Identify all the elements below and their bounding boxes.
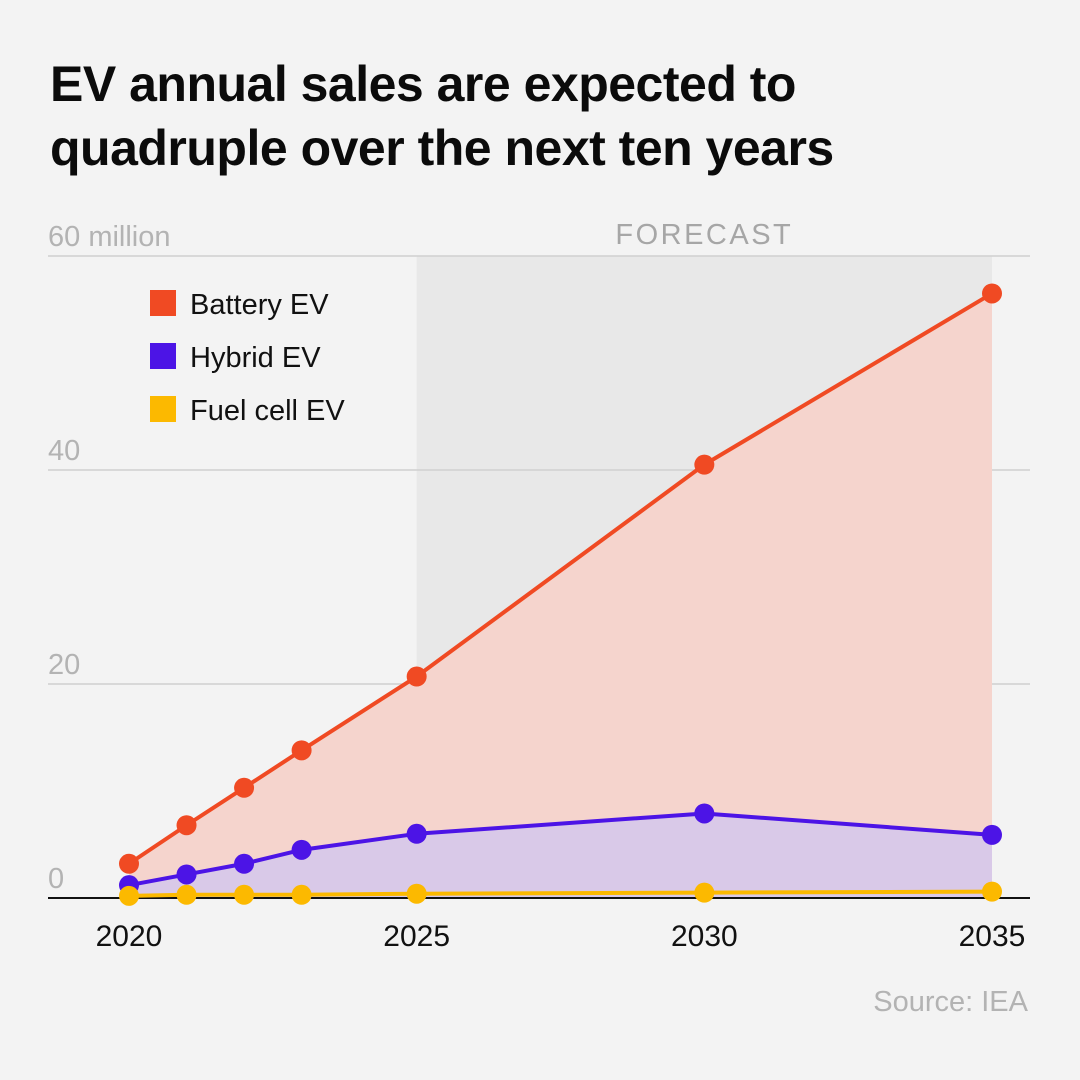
data-point	[406, 823, 427, 844]
data-point	[234, 777, 255, 798]
data-point	[176, 815, 197, 836]
data-point	[694, 803, 715, 824]
data-point	[119, 853, 139, 874]
legend-swatch	[150, 396, 176, 422]
y-tick-label: 40	[48, 435, 80, 467]
data-point	[406, 666, 427, 687]
data-point	[291, 884, 312, 905]
data-point	[982, 824, 1002, 845]
x-tick-label: 2035	[959, 920, 1026, 953]
legend-label: Fuel cell EV	[190, 395, 345, 427]
data-point	[176, 884, 197, 905]
x-tick-label: 2020	[96, 920, 163, 953]
chart-title: EV annual sales are expected to quadrupl…	[50, 56, 834, 176]
legend-label: Hybrid EV	[190, 342, 321, 374]
series-area	[129, 813, 992, 898]
source-note: Source: IEA	[873, 986, 1028, 1018]
y-tick-label: 20	[48, 649, 80, 681]
y-tick-label: 0	[48, 863, 64, 895]
x-tick-label: 2025	[383, 920, 450, 953]
forecast-label: FORECAST	[615, 219, 793, 251]
legend-label: Battery EV	[190, 289, 329, 321]
data-point	[291, 740, 312, 761]
data-point	[291, 839, 312, 860]
data-point	[982, 283, 1002, 304]
x-tick-label: 2030	[671, 920, 738, 953]
data-point	[406, 883, 427, 904]
legend-swatch	[150, 343, 176, 369]
data-point	[176, 864, 197, 885]
data-point	[234, 853, 255, 874]
data-point	[234, 884, 255, 905]
data-point	[694, 882, 715, 903]
data-point	[982, 881, 1002, 902]
legend-swatch	[150, 290, 176, 316]
data-point	[694, 454, 715, 475]
series-area	[129, 293, 992, 898]
data-point	[119, 885, 139, 906]
y-tick-label: 60 million	[48, 221, 171, 253]
